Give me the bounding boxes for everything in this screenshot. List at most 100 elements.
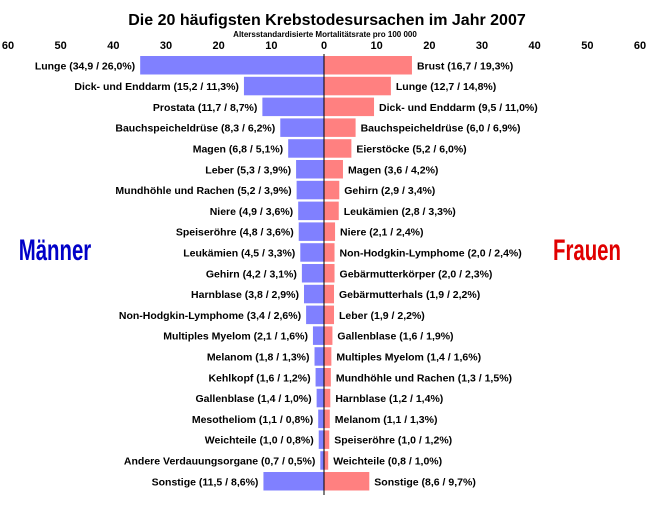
bar-label-women: Multiples Myelom (1,4 / 1,6%) — [336, 351, 481, 363]
axis-tick-label: 60 — [634, 40, 646, 52]
bar-women — [324, 472, 370, 491]
bar-label-men: Leukämien (4,5 / 3,3%) — [183, 247, 295, 259]
bar-label-women: Leukämien (2,8 / 3,3%) — [344, 206, 456, 218]
bar-women — [324, 430, 330, 449]
bar-label-men: Mundhöhle und Rachen (5,2 / 3,9%) — [115, 185, 291, 197]
bar-label-men: Lunge (34,9 / 26,0%) — [35, 60, 135, 72]
bar-label-men: Speiseröhre (4,8 / 3,6%) — [176, 227, 294, 239]
bar-women — [324, 264, 335, 283]
bar-men — [288, 139, 324, 158]
bar-label-women: Harnblase (1,2 / 1,4%) — [335, 393, 443, 405]
bar-men — [280, 118, 324, 137]
bar-label-women: Non-Hodgkin-Lymphome (2,0 / 2,4%) — [340, 247, 522, 259]
axis-tick-label: 10 — [371, 40, 383, 52]
axis-tick-label: 60 — [2, 40, 14, 52]
axis-tick-label: 40 — [107, 40, 119, 52]
bar-women — [324, 56, 412, 75]
bar-men — [140, 56, 324, 75]
bar-label-women: Gebärmutterhals (1,9 / 2,2%) — [339, 289, 480, 301]
axis-tick-label: 40 — [529, 40, 541, 52]
bar-men — [318, 409, 324, 429]
axis-tick-label: 20 — [423, 40, 435, 52]
bar-men — [314, 347, 324, 366]
bar-men — [263, 472, 324, 491]
axis-tick-label: 50 — [581, 40, 593, 52]
bar-label-men: Weichteile (1,0 / 0,8%) — [205, 435, 314, 447]
bar-men — [312, 326, 324, 345]
bar-label-women: Gebärmutterkörper (2,0 / 2,3%) — [340, 268, 493, 280]
bar-label-women: Mundhöhle und Rachen (1,3 / 1,5%) — [336, 372, 512, 384]
bar-men — [262, 97, 324, 117]
bar-label-women: Lunge (12,7 / 14,8%) — [396, 81, 496, 93]
chart-title: Die 20 häufigsten Krebstodesursachen im … — [128, 12, 526, 29]
bar-women — [324, 388, 331, 408]
bar-label-men: Prostata (11,7 / 8,7%) — [153, 102, 257, 114]
bar-women — [324, 409, 330, 429]
bar-label-men: Andere Verdauungsorgane (0,7 / 0,5%) — [124, 455, 315, 467]
men-group-label: Männer — [19, 234, 92, 267]
bar-labels: Lunge (34,9 / 26,0%) Brust (16,7 / 19,3%)… — [35, 60, 538, 488]
bar-men — [296, 160, 324, 179]
bar-label-men: Dick- und Enddarm (15,2 / 11,3%) — [74, 81, 239, 93]
bar-label-women: Melanom (1,1 / 1,3%) — [335, 414, 438, 426]
bar-label-women: Weichteile (0,8 / 1,0%) — [333, 455, 442, 467]
bar-women — [324, 284, 335, 304]
bar-label-women: Leber (1,9 / 2,2%) — [339, 310, 425, 322]
bar-women — [324, 305, 335, 325]
bar-label-men: Bauchspeicheldrüse (8,3 / 6,2%) — [115, 123, 275, 135]
bar-label-women: Niere (2,1 / 2,4%) — [340, 227, 423, 239]
bar-label-men: Gallenblase (1,4 / 1,0%) — [195, 393, 311, 405]
bar-label-men: Non-Hodgkin-Lymphome (3,4 / 2,6%) — [119, 310, 301, 322]
bar-label-women: Gallenblase (1,6 / 1,9%) — [337, 331, 453, 343]
chart-subtitle: Altersstandardisierte Mortalitätsrate pr… — [233, 30, 417, 39]
bar-women — [324, 222, 336, 241]
bar-label-men: Leber (5,3 / 3,9%) — [205, 164, 291, 176]
bar-men — [298, 222, 324, 241]
bar-men — [316, 388, 324, 408]
bar-label-women: Brust (16,7 / 19,3%) — [417, 60, 513, 72]
bar-men — [306, 305, 324, 325]
axis-tick-label: 0 — [321, 40, 327, 52]
bar-label-women: Dick- und Enddarm (9,5 / 11,0%) — [379, 102, 538, 114]
bar-women — [324, 451, 329, 470]
bar-women — [324, 201, 339, 221]
bar-label-men: Magen (6,8 / 5,1%) — [193, 143, 283, 155]
bar-men — [303, 284, 324, 304]
axis-tick-label: 50 — [55, 40, 67, 52]
bar-label-men: Mesotheliom (1,1 / 0,8%) — [192, 414, 313, 426]
bar-label-men: Gehirn (4,2 / 3,1%) — [206, 268, 297, 280]
bar-label-women: Magen (3,6 / 4,2%) — [348, 164, 438, 176]
axis-tick-label: 30 — [476, 40, 488, 52]
bar-label-women: Sonstige (8,6 / 9,7%) — [374, 476, 476, 488]
bar-label-women: Bauchspeicheldrüse (6,0 / 6,9%) — [361, 123, 521, 135]
bar-label-men: Multiples Myelom (2,1 / 1,6%) — [163, 331, 308, 343]
bar-women — [324, 180, 340, 200]
bar-label-women: Gehirn (2,9 / 3,4%) — [344, 185, 435, 197]
bar-label-men: Sonstige (11,5 / 8,6%) — [152, 476, 259, 488]
bar-women — [324, 160, 343, 179]
bar-men — [320, 451, 324, 470]
bar-women — [324, 243, 335, 262]
bar-men — [298, 201, 324, 221]
bar-label-women: Speiseröhre (1,0 / 1,2%) — [334, 435, 452, 447]
bar-women — [324, 368, 331, 387]
bar-men — [301, 264, 324, 283]
bar-men — [315, 368, 324, 387]
bar-men — [318, 430, 324, 449]
bar-men — [243, 76, 324, 96]
bars — [140, 56, 412, 491]
women-group-label: Frauen — [553, 234, 621, 267]
axis-tick-label: 20 — [213, 40, 225, 52]
bar-label-women: Eierstöcke (5,2 / 6,0%) — [356, 143, 466, 155]
bar-label-men: Niere (4,9 / 3,6%) — [210, 206, 293, 218]
bar-women — [324, 118, 356, 137]
bar-women — [324, 76, 391, 96]
bar-label-men: Harnblase (3,8 / 2,9%) — [191, 289, 299, 301]
axis-tick-label: 10 — [265, 40, 277, 52]
bar-label-men: Melanom (1,8 / 1,3%) — [207, 351, 310, 363]
axis-ticks: 60 50 40 30 20 10 0 10 20 30 40 50 60 — [2, 40, 646, 52]
axis-tick-label: 30 — [160, 40, 172, 52]
bar-women — [324, 139, 352, 158]
bar-women — [324, 97, 375, 117]
